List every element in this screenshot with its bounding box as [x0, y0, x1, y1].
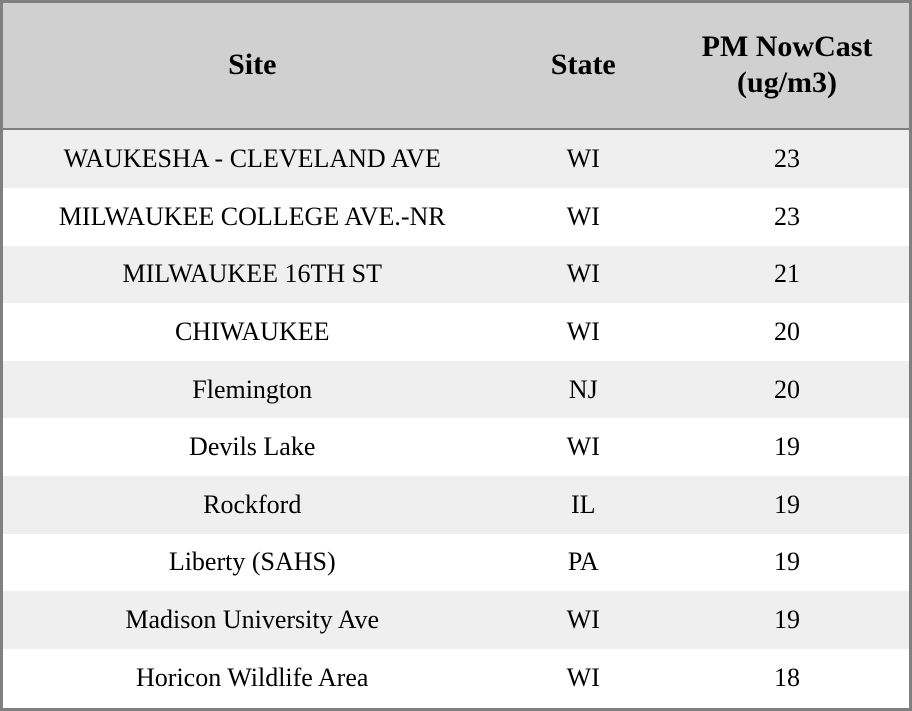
table-header: Site State PM NowCast (ug/m3) [1, 1, 911, 130]
pm-value-cell: 19 [665, 591, 911, 649]
pm-value-cell: 20 [665, 360, 911, 419]
site-cell: Horicon Wildlife Area [1, 648, 502, 710]
table-row: Devils Lake WI 19 [1, 418, 911, 477]
state-cell: WI [501, 245, 666, 304]
table-row: Madison University Ave WI 19 [1, 591, 911, 649]
site-cell: MILWAUKEE 16TH ST [1, 245, 502, 304]
state-cell: WI [501, 303, 666, 361]
site-cell: Rockford [1, 476, 502, 534]
site-cell: Madison University Ave [1, 591, 502, 649]
header-row: Site State PM NowCast (ug/m3) [1, 1, 911, 130]
site-cell: CHIWAUKEE [1, 303, 502, 361]
state-cell: PA [501, 533, 666, 592]
table-row: Rockford IL 19 [1, 476, 911, 534]
site-cell: Flemington [1, 360, 502, 419]
site-cell: MILWAUKEE COLLEGE AVE.-NR [1, 188, 502, 246]
pm-value-cell: 19 [665, 476, 911, 534]
state-cell: WI [501, 648, 666, 710]
state-cell: WI [501, 418, 666, 477]
column-header-site: Site [1, 1, 502, 130]
site-cell: Devils Lake [1, 418, 502, 477]
pm-value-cell: 19 [665, 418, 911, 477]
pm-value-cell: 21 [665, 245, 911, 304]
table-row: MILWAUKEE 16TH ST WI 21 [1, 245, 911, 304]
state-cell: WI [501, 591, 666, 649]
table-row: WAUKESHA - CLEVELAND AVE WI 23 [1, 128, 911, 189]
table-row: CHIWAUKEE WI 20 [1, 303, 911, 361]
state-cell: NJ [501, 360, 666, 419]
pm-value-cell: 20 [665, 303, 911, 361]
table-row: Horicon Wildlife Area WI 18 [1, 648, 911, 710]
pm-value-cell: 19 [665, 533, 911, 592]
pm-value-cell: 23 [665, 188, 911, 246]
site-cell: Liberty (SAHS) [1, 533, 502, 592]
column-header-pm-nowcast: PM NowCast (ug/m3) [665, 1, 911, 130]
table-row: Flemington NJ 20 [1, 360, 911, 419]
column-header-site-label: Site [228, 48, 277, 82]
column-header-state: State [501, 1, 666, 130]
column-header-state-label: State [550, 48, 616, 82]
column-header-pm-nowcast-label: PM NowCast (ug/m3) [701, 30, 873, 100]
table-row: Liberty (SAHS) PA 19 [1, 533, 911, 592]
table-body: WAUKESHA - CLEVELAND AVE WI 23 MILWAUKEE… [1, 128, 911, 710]
site-cell: WAUKESHA - CLEVELAND AVE [1, 128, 502, 189]
state-cell: WI [501, 128, 666, 189]
pm-value-cell: 23 [665, 128, 911, 189]
pm-value-cell: 18 [665, 648, 911, 710]
table-row: MILWAUKEE COLLEGE AVE.-NR WI 23 [1, 188, 911, 246]
state-cell: WI [501, 188, 666, 246]
state-cell: IL [501, 476, 666, 534]
